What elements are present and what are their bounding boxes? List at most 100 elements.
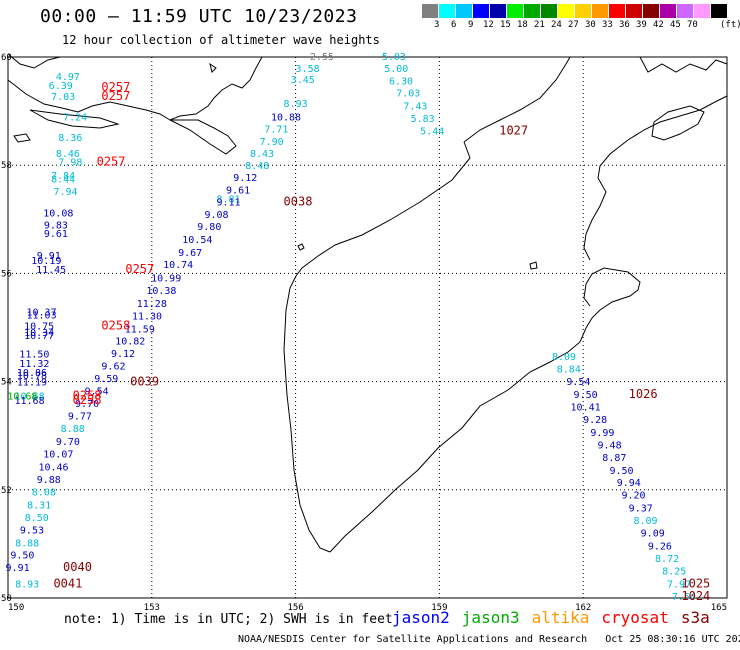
wave-height-value: 9.08 bbox=[204, 210, 228, 221]
islet-2 bbox=[529, 261, 538, 270]
kamchatka-east-coast-north bbox=[583, 95, 728, 261]
wave-height-value: 9.28 bbox=[583, 415, 607, 426]
legend-swatch bbox=[609, 4, 626, 18]
wave-height-value: 9.54 bbox=[566, 377, 590, 388]
legend-swatch bbox=[422, 4, 439, 18]
legend-swatch bbox=[626, 4, 643, 18]
y-tick-label: 60 bbox=[1, 53, 12, 63]
wave-height-value: 9.61 bbox=[44, 229, 68, 240]
legend-label: 30 bbox=[585, 20, 596, 30]
wave-height-value: 10.54 bbox=[182, 235, 212, 246]
y-tick-label: 52 bbox=[1, 486, 12, 496]
kamchatka-west-coast bbox=[283, 141, 471, 553]
legend-swatch bbox=[456, 4, 473, 18]
wave-height-value: 5.03 bbox=[382, 52, 406, 63]
satellite-legend: jason2 jason3 altika cryosat s3a bbox=[392, 608, 722, 627]
legend-labels: 3 6 9 12 15 18 21 24 27 30 33 36 39 42 45 70 bbox=[422, 18, 728, 30]
wave-height-value: 8.25 bbox=[662, 566, 686, 577]
pass-time-label: 0039 bbox=[130, 375, 159, 389]
wave-height-value: 9.50 bbox=[609, 466, 633, 477]
legend-swatch bbox=[660, 4, 677, 18]
wave-height-value: 8.31 bbox=[27, 500, 51, 511]
wave-height-value: 7.84 bbox=[51, 171, 75, 182]
wave-height-value: 10.68 bbox=[7, 392, 37, 403]
legend-swatch bbox=[524, 4, 541, 18]
wave-height-value: 10.75 bbox=[24, 321, 54, 332]
legend-label: 42 bbox=[653, 20, 664, 30]
wave-height-value: 7.24 bbox=[63, 113, 87, 124]
wave-height-value: 11.30 bbox=[132, 312, 162, 323]
wave-height-value: 8.72 bbox=[655, 554, 679, 565]
wave-height-value: 10.78 bbox=[17, 371, 47, 382]
wave-height-value: 10.86 bbox=[17, 368, 47, 379]
legend-swatch bbox=[575, 4, 592, 18]
wave-height-value: 9.59 bbox=[94, 374, 118, 385]
map-title: 00:00 – 11:59 UTC 10/23/2023 bbox=[40, 6, 358, 27]
wave-height-value: 11.03 bbox=[26, 311, 56, 322]
wave-height-value: 8.46 bbox=[56, 149, 80, 160]
wave-height-value: 8.36 bbox=[58, 133, 82, 144]
wave-height-value: 9.70 bbox=[56, 437, 80, 448]
wave-height-value: 8.87 bbox=[602, 453, 626, 464]
wave-height-value: 10.07 bbox=[43, 450, 73, 461]
wave-height-value: 10.74 bbox=[163, 260, 193, 271]
wave-height-value: 9.09 bbox=[641, 529, 665, 540]
wave-height-value: 8.43 bbox=[250, 149, 274, 160]
wave-height-value: 10.88 bbox=[271, 113, 301, 124]
legend-label: 12 bbox=[483, 20, 494, 30]
wave-height-value: 9.11 bbox=[216, 197, 240, 208]
x-tick-label: 150 bbox=[8, 603, 24, 610]
koni-peninsula bbox=[29, 109, 120, 129]
wave-height-value: 4.97 bbox=[56, 72, 80, 83]
wave-height-value: 9.12 bbox=[233, 173, 257, 184]
wave-height-value: 9.20 bbox=[621, 491, 645, 502]
wave-height-value: 8.93 bbox=[284, 99, 308, 110]
wave-height-value: 10.34 bbox=[24, 328, 54, 339]
north-coast bbox=[463, 56, 571, 143]
wave-height-value: 9.83 bbox=[44, 221, 68, 232]
legend-swatch bbox=[439, 4, 456, 18]
x-tick-label: 162 bbox=[575, 603, 591, 610]
wave-height-value: 10.77 bbox=[24, 331, 54, 342]
wave-height-value: 8.44 bbox=[51, 175, 75, 186]
pass-time-label: 0257 bbox=[97, 154, 126, 168]
coastline bbox=[7, 53, 728, 553]
wave-height-value: 10.08 bbox=[43, 208, 73, 219]
x-tick-label: 159 bbox=[431, 603, 447, 610]
wave-height-value: 9.88 bbox=[37, 475, 61, 486]
legend-label: 15 bbox=[500, 20, 511, 30]
wave-height-value: 5.44 bbox=[420, 127, 444, 138]
legend-label: 36 bbox=[619, 20, 630, 30]
legend-label: 39 bbox=[636, 20, 647, 30]
footer-note: note: 1) Time is in UTC; 2) SWH is in fe… bbox=[64, 612, 393, 627]
wave-height-value: 10.82 bbox=[115, 336, 145, 347]
wave-height-value: 7.90 bbox=[260, 137, 284, 148]
karaginsky-island bbox=[651, 105, 705, 141]
kamchatka-east-coast bbox=[329, 267, 641, 553]
wave-height-value: 11.59 bbox=[125, 325, 155, 336]
pass-time-labels: 0257025810270257025702570038003902580258… bbox=[53, 80, 710, 603]
wave-height-value: 9.61 bbox=[226, 186, 250, 197]
wave-height-value: 8.84 bbox=[557, 365, 581, 376]
satellite-name: jason3 bbox=[461, 608, 520, 627]
pass-time-label: 0038 bbox=[284, 194, 313, 208]
wave-height-value: 11.28 bbox=[137, 299, 167, 310]
legend-swatch bbox=[473, 4, 490, 18]
pass-time-label: 0257 bbox=[101, 80, 130, 94]
wave-height-value: 10.38 bbox=[146, 286, 176, 297]
legend-label: 24 bbox=[551, 20, 562, 30]
pass-time-label: 0040 bbox=[63, 560, 92, 574]
wave-height-value: 8.88 bbox=[61, 424, 85, 435]
x-tick-label: 156 bbox=[287, 603, 303, 610]
x-tick-label: 165 bbox=[711, 603, 727, 610]
legend-swatch bbox=[643, 4, 660, 18]
legend-swatch bbox=[507, 4, 524, 18]
wave-height-value: 5.83 bbox=[411, 114, 435, 125]
wave-height-value: 10.99 bbox=[151, 274, 181, 285]
wave-height-value: 8.48 bbox=[245, 161, 269, 172]
satellite-name: altika bbox=[531, 608, 590, 627]
legend-swatch bbox=[711, 4, 728, 18]
wave-height-value: 9.37 bbox=[629, 504, 653, 515]
satellite-name: jason2 bbox=[392, 608, 450, 627]
